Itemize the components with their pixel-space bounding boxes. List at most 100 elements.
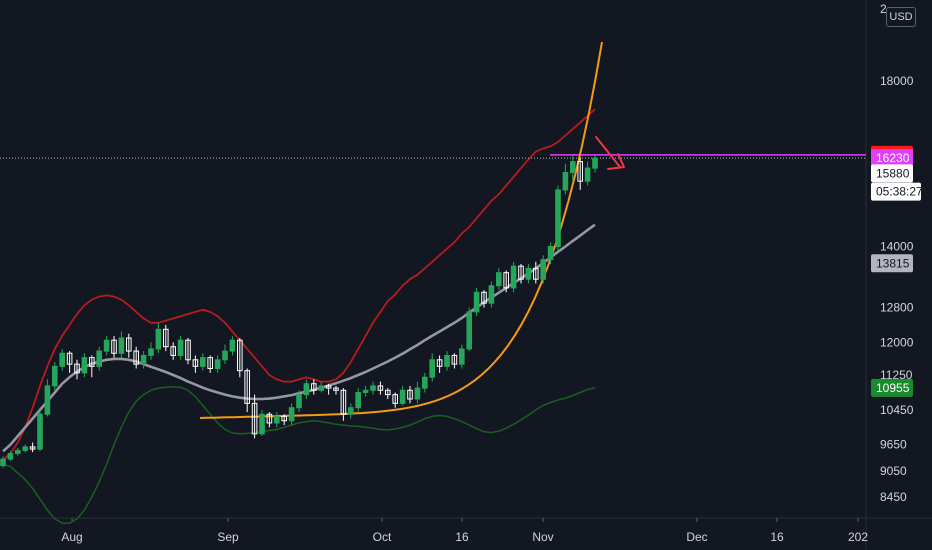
time-tick-label: Nov: [532, 530, 553, 544]
candle[interactable]: [385, 388, 391, 399]
candle[interactable]: [592, 155, 598, 173]
candle[interactable]: [466, 307, 472, 352]
candle[interactable]: [414, 381, 421, 404]
candle[interactable]: [370, 381, 376, 395]
candle[interactable]: [540, 255, 547, 284]
candle[interactable]: [296, 390, 302, 413]
candle[interactable]: [325, 383, 332, 395]
candle[interactable]: [229, 335, 236, 356]
time-tick-label: 202: [848, 530, 868, 544]
candle[interactable]: [148, 342, 154, 360]
candle[interactable]: [488, 281, 495, 308]
candle-body: [473, 291, 480, 313]
candle[interactable]: [81, 353, 88, 378]
candle[interactable]: [362, 385, 369, 397]
candle-body: [570, 161, 576, 173]
candle[interactable]: [274, 412, 280, 428]
candle[interactable]: [422, 372, 428, 393]
candle[interactable]: [577, 157, 584, 190]
candle[interactable]: [429, 353, 435, 382]
candle[interactable]: [111, 335, 117, 358]
candle[interactable]: [444, 351, 450, 371]
candle[interactable]: [333, 385, 339, 395]
candle[interactable]: [251, 394, 258, 439]
candle[interactable]: [163, 324, 169, 352]
currency-label[interactable]: USD: [886, 7, 916, 27]
candle[interactable]: [496, 268, 502, 291]
candle[interactable]: [392, 392, 398, 408]
candle[interactable]: [214, 355, 221, 373]
candle[interactable]: [555, 185, 561, 251]
candle[interactable]: [533, 261, 539, 284]
candle[interactable]: [29, 442, 36, 453]
candle[interactable]: [399, 385, 406, 406]
candle[interactable]: [170, 342, 176, 360]
candle[interactable]: [103, 335, 110, 356]
candle[interactable]: [584, 161, 591, 186]
candle[interactable]: [96, 346, 103, 371]
price-tick-label: 14000: [880, 240, 914, 254]
candle-body: [444, 354, 450, 367]
time-axis[interactable]: Aug Sep Oct 16 Nov Dec 16 202: [0, 517, 932, 544]
candle[interactable]: [15, 447, 21, 456]
candle[interactable]: [481, 290, 487, 308]
candle[interactable]: [562, 163, 569, 195]
candle[interactable]: [266, 412, 273, 428]
candle[interactable]: [37, 409, 43, 452]
candle[interactable]: [126, 333, 132, 358]
candle[interactable]: [207, 355, 213, 373]
candle[interactable]: [348, 403, 354, 419]
candle[interactable]: [7, 451, 14, 462]
candle[interactable]: [66, 351, 73, 373]
candle[interactable]: [473, 287, 480, 317]
candle[interactable]: [244, 368, 250, 413]
candle-body: [407, 389, 413, 400]
candle[interactable]: [340, 388, 347, 421]
candle[interactable]: [570, 155, 576, 182]
parabolic-curve[interactable]: [199, 41, 603, 419]
price-tag: 15880: [871, 164, 913, 183]
price-axis[interactable]: 18000 12800 12000 11250 10450 9650 9050 8450 2 14…: [865, 0, 914, 550]
candle[interactable]: [459, 344, 465, 369]
candle[interactable]: [259, 409, 265, 437]
candle[interactable]: [185, 338, 191, 365]
candle[interactable]: [118, 331, 125, 358]
candle[interactable]: [355, 388, 361, 413]
candle-body: [362, 389, 369, 393]
candle[interactable]: [451, 353, 458, 369]
down-arrow-annotation[interactable]: [595, 136, 625, 170]
candle[interactable]: [237, 338, 243, 378]
candle[interactable]: [192, 355, 199, 373]
candle[interactable]: [0, 456, 6, 468]
candle[interactable]: [155, 322, 162, 354]
candle[interactable]: [44, 379, 51, 417]
candle[interactable]: [318, 381, 324, 393]
candle-body: [74, 363, 80, 374]
candle[interactable]: [177, 335, 184, 360]
candle[interactable]: [525, 263, 532, 284]
candle[interactable]: [503, 270, 509, 293]
candle[interactable]: [510, 261, 517, 293]
candle[interactable]: [74, 359, 80, 380]
candle[interactable]: [133, 346, 139, 369]
candle[interactable]: [281, 414, 287, 426]
candle[interactable]: [200, 353, 206, 371]
candle[interactable]: [436, 355, 443, 373]
plot-area[interactable]: [0, 41, 866, 524]
candle[interactable]: [288, 403, 295, 426]
candle[interactable]: [547, 242, 554, 264]
candle[interactable]: [22, 444, 28, 453]
candle[interactable]: [407, 385, 413, 404]
candle[interactable]: [303, 379, 310, 399]
candle[interactable]: [518, 263, 524, 284]
candle[interactable]: [222, 344, 228, 365]
candle-body: [7, 452, 14, 460]
candle[interactable]: [52, 361, 58, 391]
candle[interactable]: [59, 348, 66, 371]
candle[interactable]: [140, 351, 147, 369]
candle[interactable]: [311, 379, 317, 395]
candle[interactable]: [377, 381, 384, 395]
candle-body: [488, 285, 495, 304]
candle[interactable]: [89, 355, 95, 378]
